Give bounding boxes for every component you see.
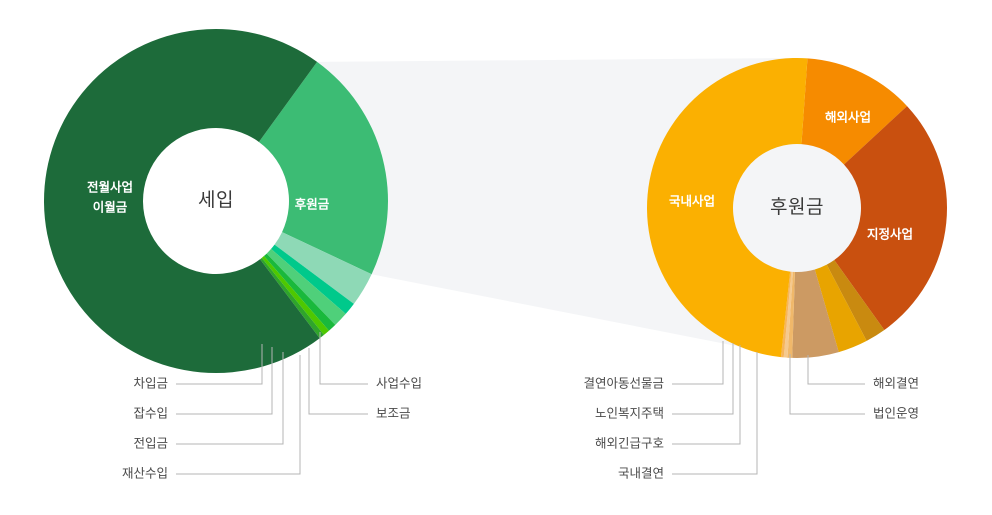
slice-inline-label: 이월금 (93, 199, 128, 214)
slice-inline-label: 해외사업 (825, 109, 871, 124)
callout-leader-line (308, 348, 368, 415)
callout-label: 차입금 (133, 376, 168, 390)
pie-slice[interactable] (260, 257, 324, 339)
callout-label: 결연아동선물금 (583, 376, 664, 390)
pie-slice[interactable] (801, 58, 908, 165)
pie-slice[interactable] (787, 271, 795, 358)
callout-label: 국내결연 (618, 466, 664, 480)
pie-slice[interactable] (263, 253, 336, 331)
callout-label: 보조금 (376, 406, 411, 420)
callout-leader-line (176, 352, 284, 445)
callout-label: 노인복지주택 (595, 406, 664, 420)
pie-slice[interactable] (258, 61, 388, 275)
callout-label: 사업수입 (376, 376, 422, 390)
pie-slice[interactable] (261, 256, 329, 335)
pie-slice[interactable] (274, 232, 372, 304)
callout-leader-line (672, 341, 724, 385)
donut-center-label: 후원금 (770, 196, 824, 218)
callout-label: 법인운영 (873, 406, 919, 420)
callout-leader-line (789, 354, 865, 415)
pie-slice[interactable] (44, 28, 320, 373)
pie-slice[interactable] (814, 264, 867, 353)
callout-label: 전입금 (133, 436, 168, 450)
pie-slice[interactable] (834, 106, 947, 330)
callout-leader-line (176, 344, 263, 385)
callout-leader-line (672, 343, 734, 415)
slice-inline-label: 지정사업 (867, 226, 913, 241)
slice-inline-label: 국내사업 (669, 193, 715, 208)
callout-leader-line (176, 355, 301, 475)
donut-center-label: 세입 (198, 189, 234, 211)
callout-label: 해외결연 (873, 376, 919, 390)
callout-label: 해외긴급구호 (595, 436, 664, 450)
pie-slice[interactable] (271, 244, 354, 314)
slice-inline-label: 후원금 (295, 196, 330, 211)
pie-slice[interactable] (780, 271, 792, 358)
pie-slice[interactable] (826, 260, 885, 341)
callout-label: 재산수입 (122, 466, 168, 480)
pie-slice[interactable] (783, 271, 793, 358)
callout-leader-line (319, 332, 368, 385)
pie-slice[interactable] (792, 269, 839, 358)
pie-slice[interactable] (646, 58, 808, 358)
slice-inline-label: 전월사업 (87, 179, 133, 194)
pie-slice[interactable] (266, 248, 346, 325)
callout-leader-line (672, 345, 741, 445)
callout-leader-line (807, 355, 865, 385)
callout-leader-line (672, 352, 758, 475)
callout-label: 잡수입 (133, 406, 168, 420)
callout-leader-line (176, 347, 273, 415)
